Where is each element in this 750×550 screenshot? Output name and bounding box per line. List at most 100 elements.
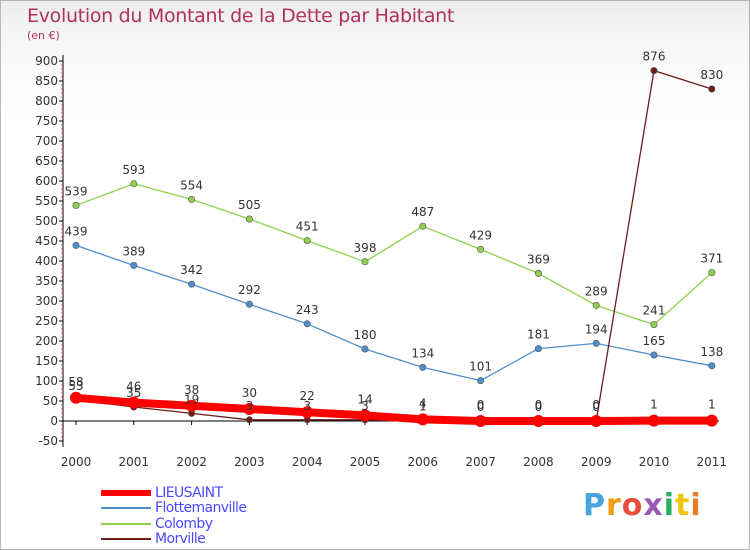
data-label-morville: 830 — [700, 68, 723, 82]
chart-subtitle: (en €) — [27, 29, 60, 42]
y-tick-label: 550 — [35, 194, 58, 208]
data-label-morville: 1 — [419, 400, 427, 414]
data-point-flottemanville — [361, 345, 369, 353]
y-tick-label: 350 — [35, 274, 58, 288]
data-point-flottemanville — [477, 377, 485, 385]
data-label-colomby: 593 — [122, 163, 145, 177]
data-point-colomby — [303, 237, 311, 245]
y-tick-label: 50 — [43, 394, 58, 408]
data-label-colomby: 505 — [238, 198, 261, 212]
data-point-morville — [245, 416, 253, 424]
data-label-lieusaint: 30 — [242, 386, 257, 400]
data-label-flottemanville: 134 — [411, 346, 434, 360]
x-tick-label: 2006 — [408, 455, 439, 469]
brand-letter: P — [583, 488, 606, 523]
y-tick-label: 850 — [35, 74, 58, 88]
legend-swatch-lieusaint — [101, 489, 151, 496]
data-label-colomby: 554 — [180, 178, 203, 192]
data-point-lieusaint — [359, 409, 371, 422]
data-point-colomby — [534, 269, 542, 277]
y-tick-label: 200 — [35, 334, 58, 348]
x-tick-label: 2011 — [697, 455, 728, 469]
data-point-flottemanville — [303, 320, 311, 328]
data-point-morville — [650, 67, 658, 75]
data-point-colomby — [361, 258, 369, 266]
data-point-flottemanville — [419, 363, 427, 371]
data-point-flottemanville — [72, 241, 80, 249]
series-line-colomby — [75, 183, 713, 326]
chart-title: Evolution du Montant de la Dette par Hab… — [27, 5, 455, 27]
data-point-colomby — [708, 269, 716, 277]
data-label-lieusaint: 1 — [708, 398, 716, 412]
data-label-morville: 3 — [303, 399, 311, 413]
y-tick-label: 0 — [50, 414, 58, 428]
data-label-lieusaint: 0 — [535, 398, 543, 412]
data-point-lieusaint — [416, 413, 429, 426]
data-point-lieusaint — [70, 391, 82, 404]
data-point-flottemanville — [188, 280, 196, 288]
data-point-flottemanville — [708, 362, 716, 370]
data-point-colomby — [188, 195, 196, 203]
data-point-lieusaint — [301, 406, 314, 419]
data-label-lieusaint: 4 — [419, 396, 427, 410]
data-point-flottemanville — [592, 339, 600, 347]
data-point-lieusaint — [185, 399, 198, 412]
data-point-flottemanville — [534, 345, 542, 353]
data-label-flottemanville: 165 — [643, 334, 666, 348]
data-label-colomby: 487 — [411, 205, 434, 219]
data-point-colomby — [592, 301, 600, 309]
legend-label-morville: Morville — [155, 531, 206, 548]
y-tick-label: 800 — [35, 94, 58, 108]
x-tick-label: 2010 — [639, 455, 670, 469]
data-point-colomby — [650, 321, 658, 329]
data-label-colomby: 289 — [585, 284, 608, 298]
data-point-colomby — [419, 222, 427, 230]
legend-label-lieusaint: LIEUSAINT — [155, 484, 223, 501]
data-point-flottemanville — [650, 351, 658, 359]
data-label-lieusaint: 14 — [357, 392, 372, 406]
data-label-morville: 3 — [361, 399, 369, 413]
data-point-lieusaint — [648, 414, 660, 427]
x-tick-label: 2005 — [350, 455, 381, 469]
data-label-flottemanville: 180 — [354, 328, 377, 342]
data-label-morville: 0 — [592, 400, 600, 414]
data-label-colomby: 371 — [700, 252, 723, 266]
y-tick-label: 300 — [35, 294, 58, 308]
data-label-morville: 53 — [68, 379, 83, 393]
legend: LIEUSAINT Flottemanville Colomby Morvill… — [101, 485, 247, 548]
data-label-colomby: 539 — [65, 184, 88, 198]
data-label-morville: 876 — [643, 50, 666, 64]
data-point-colomby — [245, 215, 253, 223]
legend-item-morville: Morville — [101, 531, 246, 548]
brand-letter: i — [690, 488, 702, 523]
legend-label-colomby: Colomby — [155, 515, 213, 532]
data-point-colomby — [477, 245, 485, 253]
legend-swatch-morville — [101, 538, 151, 541]
x-tick-label: 2002 — [176, 455, 207, 469]
data-point-colomby — [72, 201, 80, 209]
x-tick-label: 2007 — [465, 455, 496, 469]
x-tick-label: 2009 — [581, 455, 612, 469]
legend-item-lieusaint: LIEUSAINT — [101, 485, 246, 501]
data-label-colomby: 451 — [296, 220, 319, 234]
brand-letter: x — [643, 488, 664, 523]
data-label-flottemanville: 292 — [238, 283, 261, 297]
legend-item-colomby: Colomby — [101, 516, 246, 532]
brand-letter: t — [675, 488, 691, 523]
series-line-lieusaint — [72, 393, 716, 425]
data-label-flottemanville: 194 — [585, 322, 608, 336]
data-label-flottemanville: 342 — [180, 263, 203, 277]
data-label-flottemanville: 243 — [296, 303, 319, 317]
data-label-morville: 19 — [184, 392, 199, 406]
y-tick-label: 500 — [35, 214, 58, 228]
y-tick-label: -50 — [38, 434, 58, 448]
data-label-lieusaint: 46 — [126, 380, 141, 394]
y-tick-label: 600 — [35, 174, 58, 188]
data-label-morville: 0 — [477, 400, 485, 414]
y-tick-label: 150 — [35, 354, 58, 368]
y-tick-label: 100 — [35, 374, 58, 388]
y-tick-label: 900 — [35, 54, 58, 68]
data-point-lieusaint — [243, 403, 256, 415]
